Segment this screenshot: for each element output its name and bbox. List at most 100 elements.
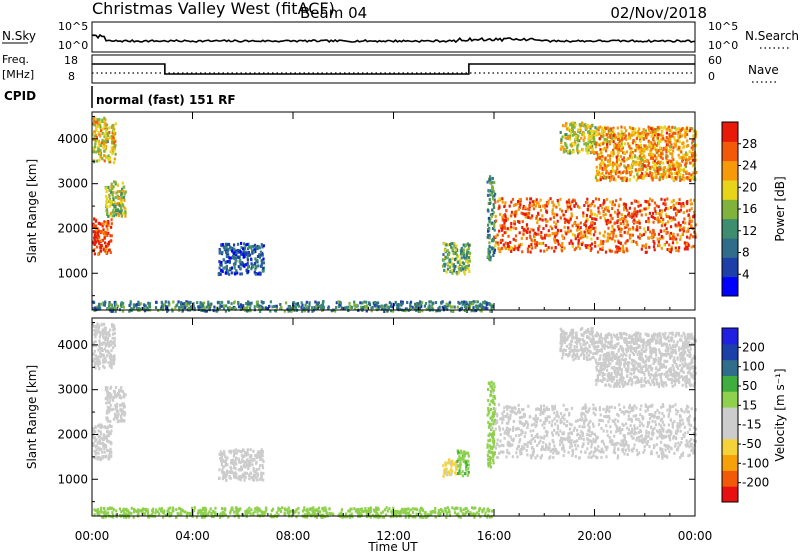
data-cell [111,307,114,311]
data-cell [635,145,638,149]
data-cell [234,456,237,460]
data-cell [404,515,407,519]
data-cell [560,145,563,149]
data-cell [519,203,522,207]
data-cell [634,168,637,172]
data-cell [420,507,423,511]
data-cell [616,212,619,216]
data-cell [603,137,606,141]
data-cell [618,249,621,252]
data-cell [99,425,102,428]
data-cell [658,168,661,172]
data-cell [619,172,622,176]
data-cell [193,509,196,513]
data-cell [250,475,253,479]
data-cell [218,468,221,472]
data-cell [262,478,265,482]
data-cell [564,143,567,147]
data-cell [110,309,113,313]
data-cell [672,198,675,202]
data-cell [258,304,261,308]
data-cell [98,439,101,443]
data-cell [442,258,445,262]
data-cell [435,309,438,313]
data-cell [110,385,113,389]
data-cell [385,506,388,510]
data-cell [656,128,659,132]
data-cell [467,463,470,467]
data-cell [152,507,155,511]
data-cell [107,307,110,311]
data-cell [237,250,240,254]
data-cell [681,156,684,160]
data-cell [113,344,117,347]
data-cell [467,247,470,250]
data-cell [682,204,685,208]
data-cell [101,157,104,161]
data-cell [493,222,496,225]
data-cell [248,245,251,249]
data-cell [95,126,98,130]
data-cell [374,304,377,308]
data-cell [570,214,573,218]
data-cell [633,218,636,222]
data-cell [254,470,257,474]
data-cell [262,512,266,516]
data-cell [444,509,447,513]
data-cell [607,206,610,210]
data-cell [112,361,116,365]
data-cell [280,305,283,309]
data-cell [610,139,613,143]
data-cell [234,255,237,258]
data-cell [242,463,245,467]
data-cell [503,221,506,225]
data-cell [630,147,633,151]
data-cell [547,199,550,203]
data-cell [188,301,191,305]
data-cell [570,128,573,132]
data-cell [452,264,455,268]
data-cell [488,226,491,230]
data-cell [453,242,456,246]
data-cell [103,125,106,129]
data-cell [610,151,613,155]
data-cell [453,257,457,261]
data-cell [337,305,340,309]
data-cell [694,130,697,134]
data-cell [112,208,115,212]
data-cell [580,121,584,125]
data-cell [568,200,571,204]
data-cell [185,302,188,306]
colorbar-tick-label: 16 [742,202,757,216]
data-cell [669,170,673,173]
data-cell [553,249,556,253]
data-cell [494,235,497,239]
data-cell [492,254,495,257]
data-cell [241,458,244,462]
data-cell [462,513,465,517]
data-cell [103,507,106,511]
data-cell [109,394,112,398]
data-cell [474,300,477,304]
data-cell [514,239,517,242]
data-cell [527,216,530,219]
data-cell [554,246,557,249]
data-cell [203,301,206,305]
data-cell [391,305,394,309]
data-cell [101,328,104,332]
nave-tick-bottom: 0 [708,70,715,83]
data-cell [462,300,465,304]
data-cell [429,510,432,514]
data-cell [105,401,108,405]
data-cell [636,220,639,224]
data-cell [125,515,128,519]
data-cell [363,300,366,304]
data-cell [114,386,118,389]
data-cell [670,176,673,180]
data-cell [539,208,543,212]
data-cell [247,247,250,251]
data-cell [102,303,105,307]
data-cell [488,193,492,197]
data-cell [514,234,518,238]
data-cell [99,125,102,129]
